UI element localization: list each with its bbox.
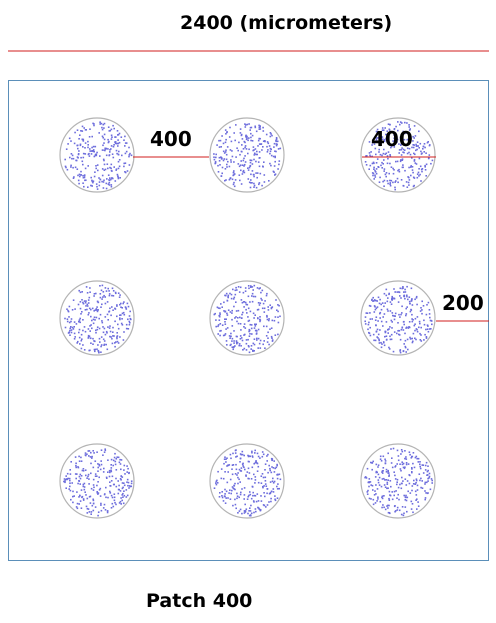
spot-dots bbox=[364, 121, 434, 191]
edge-margin-label: 200 bbox=[442, 291, 484, 315]
spot-dots bbox=[213, 449, 282, 517]
spot-outline bbox=[209, 280, 285, 356]
spot-outline bbox=[59, 280, 135, 356]
spot-outline bbox=[209, 117, 285, 193]
patch-spot bbox=[360, 117, 436, 193]
patch-spot bbox=[59, 443, 135, 519]
patch-spot bbox=[360, 280, 436, 356]
patch-spot bbox=[360, 443, 436, 519]
spot-outline bbox=[209, 443, 285, 519]
diagram-caption: Patch 400 bbox=[146, 590, 253, 612]
spot-outline bbox=[360, 117, 436, 193]
spot-dots bbox=[63, 448, 133, 517]
diameter-label: 400 bbox=[371, 127, 413, 151]
patch-spot bbox=[209, 280, 285, 356]
spot-outline bbox=[360, 280, 436, 356]
spot-outline bbox=[360, 443, 436, 519]
spot-dots bbox=[364, 447, 433, 517]
patch-spot bbox=[209, 117, 285, 193]
spot-dots bbox=[64, 284, 132, 354]
spot-dots bbox=[64, 121, 133, 190]
patch-spot bbox=[59, 117, 135, 193]
patch-spot bbox=[209, 443, 285, 519]
spot-outline bbox=[59, 117, 135, 193]
spot-dots bbox=[364, 285, 433, 354]
spot-dots bbox=[213, 123, 282, 189]
spot-outline bbox=[59, 443, 135, 519]
spot-grid bbox=[59, 117, 436, 519]
pitch-label: 400 bbox=[150, 127, 192, 151]
spot-dots bbox=[213, 284, 281, 354]
diagram-title: 2400 (micrometers) bbox=[180, 12, 393, 34]
patch-spot bbox=[59, 280, 135, 356]
